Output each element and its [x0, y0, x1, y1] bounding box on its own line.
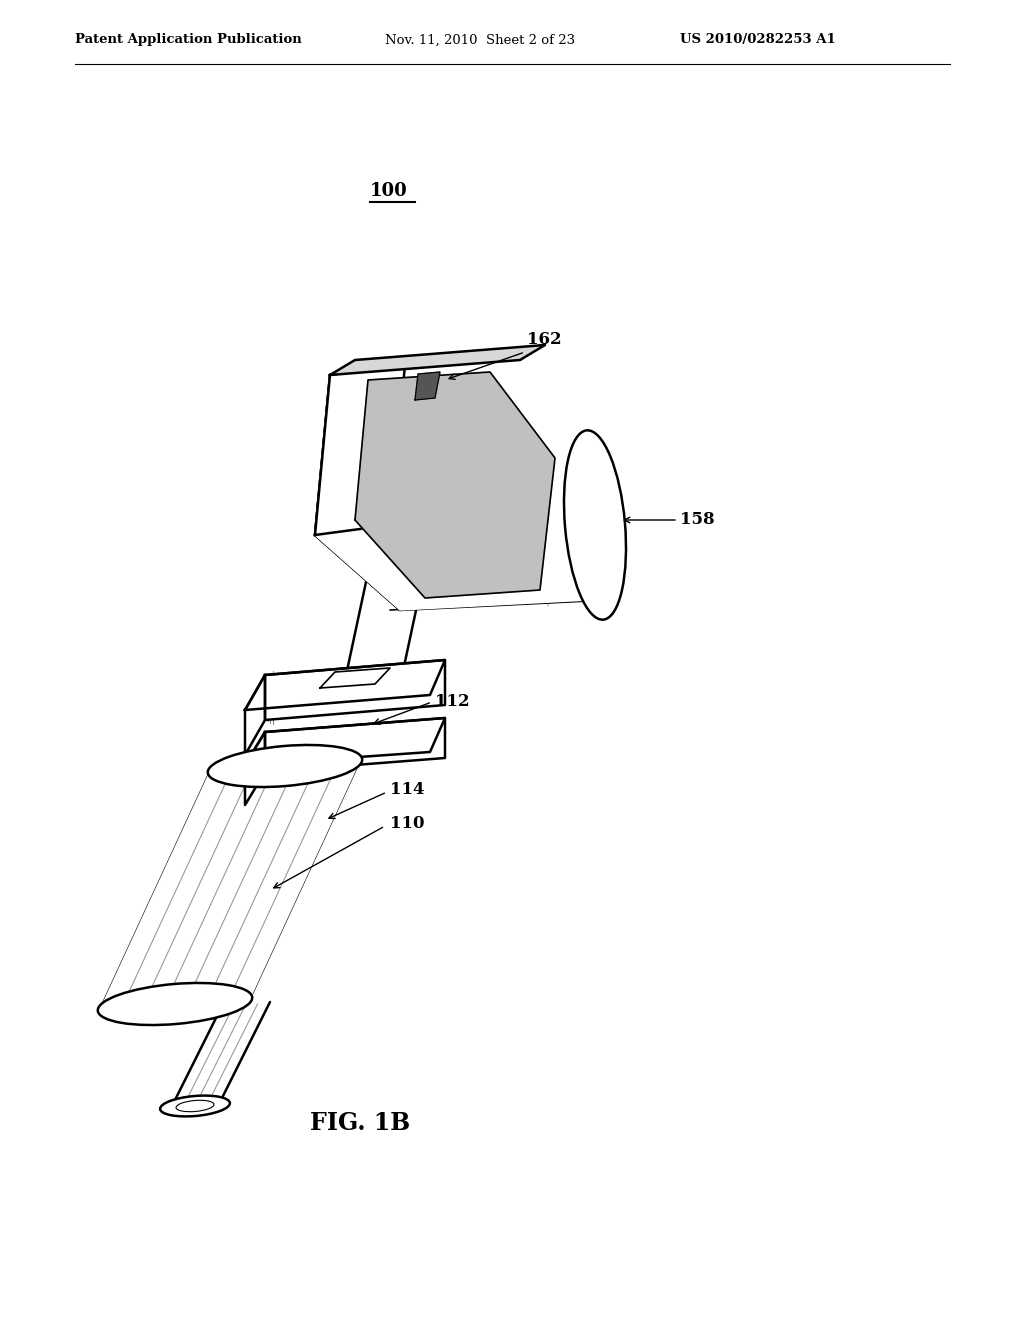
Ellipse shape — [160, 1096, 229, 1117]
Polygon shape — [245, 675, 265, 755]
Text: 100: 100 — [370, 182, 408, 201]
Polygon shape — [100, 760, 360, 1010]
Polygon shape — [315, 366, 406, 535]
Text: 110: 110 — [390, 816, 425, 833]
Polygon shape — [245, 718, 445, 766]
Polygon shape — [245, 660, 445, 710]
Ellipse shape — [176, 1101, 214, 1111]
Ellipse shape — [97, 983, 252, 1026]
Text: 114: 114 — [390, 781, 425, 799]
Text: FIG. 1B: FIG. 1B — [310, 1111, 411, 1135]
Polygon shape — [265, 718, 445, 772]
Text: 112: 112 — [435, 693, 470, 710]
Text: 158: 158 — [680, 511, 715, 528]
Text: Nov. 11, 2010  Sheet 2 of 23: Nov. 11, 2010 Sheet 2 of 23 — [385, 33, 575, 46]
Polygon shape — [319, 668, 390, 688]
Text: US 2010/0282253 A1: US 2010/0282253 A1 — [680, 33, 836, 46]
Polygon shape — [245, 733, 265, 805]
Polygon shape — [330, 345, 545, 375]
Text: 162: 162 — [527, 331, 561, 348]
Polygon shape — [315, 360, 605, 610]
Text: Patent Application Publication: Patent Application Publication — [75, 33, 302, 46]
Polygon shape — [355, 372, 555, 598]
Ellipse shape — [208, 744, 362, 787]
Ellipse shape — [564, 430, 626, 619]
Polygon shape — [265, 660, 445, 719]
Polygon shape — [415, 372, 440, 400]
